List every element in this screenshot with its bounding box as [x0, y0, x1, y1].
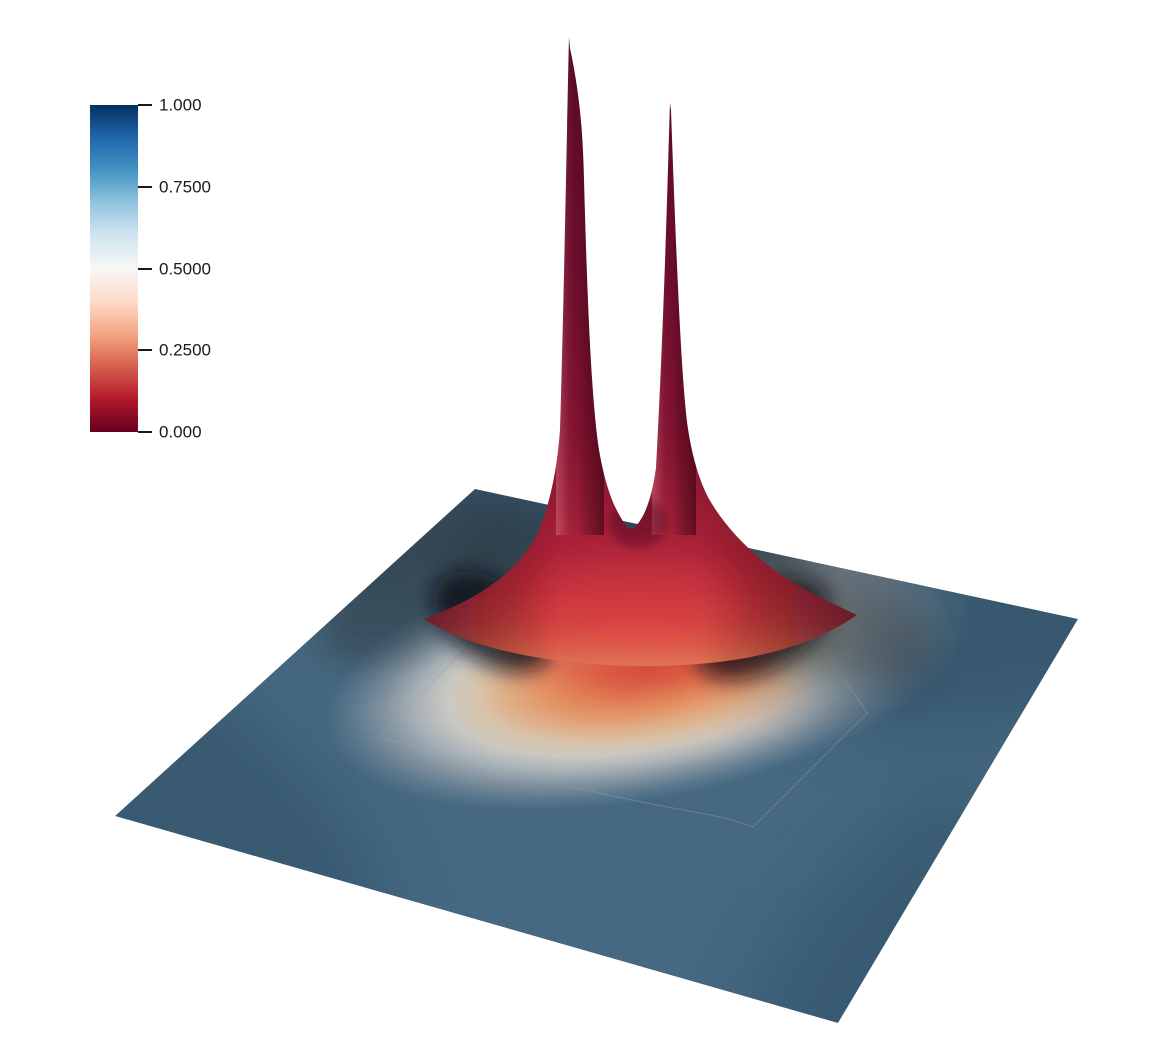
saddle-shadow — [610, 497, 666, 549]
right-peak-shading — [652, 95, 696, 535]
colorbar-tick — [138, 349, 152, 352]
colorbar-gradient — [90, 105, 138, 432]
colorbar: 1.000 0.7500 0.5000 0.2500 0.000 — [90, 97, 390, 441]
mound-front-highlight — [543, 554, 733, 658]
left-peak-shading — [556, 37, 604, 535]
colorbar-tick — [138, 104, 152, 106]
colorbar-tick-label: 1.000 — [159, 95, 202, 115]
colorbar-tick-label: 0.2500 — [159, 340, 211, 360]
colorbar-tick — [138, 267, 152, 270]
colorbar-tick — [138, 431, 152, 433]
colorbar-tick-label: 0.000 — [159, 422, 202, 442]
colorbar-tick — [138, 185, 152, 188]
colorbar-tick-label: 0.5000 — [159, 259, 211, 278]
colorbar-tick-label: 0.7500 — [159, 177, 211, 197]
